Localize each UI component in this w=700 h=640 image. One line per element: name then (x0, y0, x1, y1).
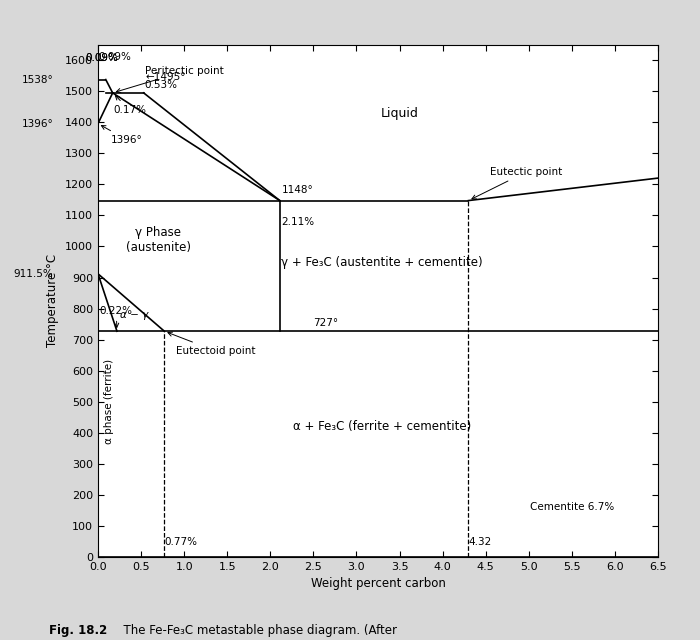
Text: α phase (ferrite): α phase (ferrite) (104, 359, 114, 444)
Text: 1538°: 1538° (22, 74, 53, 84)
Text: γ + Fe₃C (austentite + cementite): γ + Fe₃C (austentite + cementite) (281, 255, 483, 269)
Text: γ Phase
(austenite): γ Phase (austenite) (126, 227, 191, 254)
Text: 0.09%: 0.09% (86, 53, 119, 63)
Text: 0.17%: 0.17% (113, 95, 146, 115)
Text: 1396°: 1396° (102, 125, 143, 145)
Text: 0.09%: 0.09% (86, 53, 119, 63)
Text: α + Fe₃C (ferrite + cementite): α + Fe₃C (ferrite + cementite) (293, 420, 471, 433)
Text: 1148°: 1148° (281, 186, 314, 195)
Text: 911.5%: 911.5% (13, 269, 53, 279)
Text: 4.32: 4.32 (468, 538, 491, 547)
Text: Eutectic point: Eutectic point (472, 167, 562, 199)
Text: Peritectic point: Peritectic point (116, 66, 224, 93)
Y-axis label: Temperature °C: Temperature °C (46, 254, 60, 348)
Text: 2.11%: 2.11% (281, 217, 314, 227)
Text: Cementite 6.7%: Cementite 6.7% (530, 502, 614, 512)
Text: 0.53%: 0.53% (144, 80, 178, 90)
Text: Liquid: Liquid (381, 107, 419, 120)
Text: 0.09%: 0.09% (98, 52, 131, 62)
Text: α − γ: α − γ (120, 310, 148, 321)
Text: Eutectoid point: Eutectoid point (168, 332, 255, 356)
Text: 1396°: 1396° (22, 118, 53, 129)
Text: 0.22%: 0.22% (99, 306, 133, 327)
Text: 0.77%: 0.77% (164, 538, 197, 547)
Text: ←1495°: ←1495° (146, 72, 186, 83)
Text: Fig. 18.2: Fig. 18.2 (49, 624, 107, 637)
Text: The Fe-Fe₃C metastable phase diagram. (After: The Fe-Fe₃C metastable phase diagram. (A… (116, 624, 396, 637)
X-axis label: Weight percent carbon: Weight percent carbon (311, 577, 445, 590)
Text: 727°: 727° (314, 318, 339, 328)
